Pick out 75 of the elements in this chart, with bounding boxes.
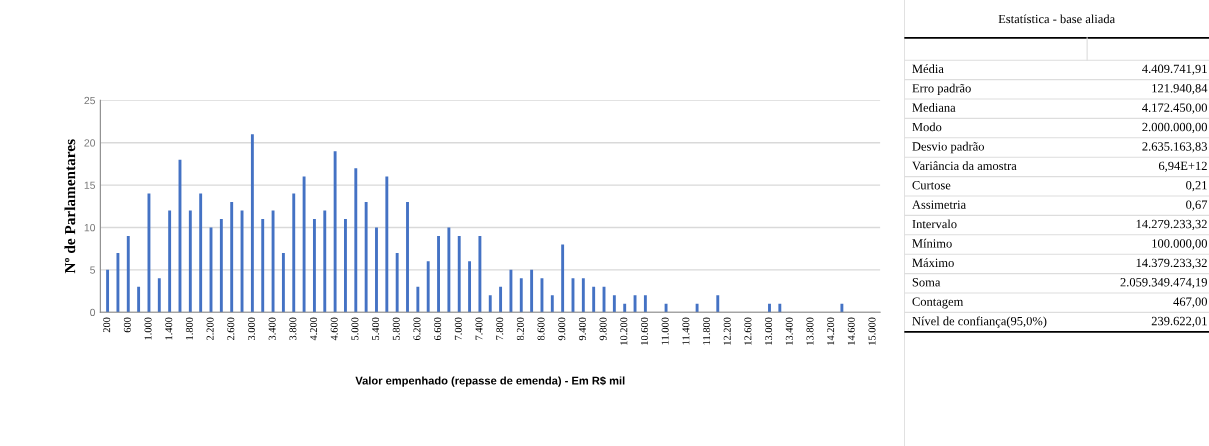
x-tick-label: 10.600 [640,317,649,345]
x-tick-label: 11.800 [703,317,711,345]
x-tick-label: 6.200 [413,317,421,341]
text: 2.635.163,83 [1142,142,1207,153]
category-label: Curtose [912,181,951,190]
x-tick-label: 13.000 [765,317,773,345]
x-tick-label: 8.600 [537,317,545,341]
x-tick-label: 8.200 [516,317,524,341]
x-tick-label: 1.000 [144,317,152,340]
x-tick-label: 11.400 [682,317,690,345]
category-label: Erro padrão [912,83,971,95]
y-tick-label: 15 [84,181,96,189]
x-tick-label: 7.400 [475,317,483,340]
x-tick-label: 2.200 [206,317,214,341]
x-tick-label: 13.400 [785,317,793,345]
category-label: Desvio padrão [912,141,985,154]
x-axis-title: Valor empenhado (repasse de emenda) - Em R$ mil [355,376,625,387]
x-tick-label: 12.600 [744,317,752,345]
text: 14.379.233,32 [1136,258,1207,269]
x-tick-label: 9.400 [578,317,586,341]
x-tick-label: 13.800 [806,317,814,345]
text: 6,94E+12 [1158,161,1207,172]
text: 4.172.450,00 [1142,103,1207,114]
text: Estatística - base aliada [998,14,1115,24]
y-tick-label: 25 [84,96,96,105]
text: 14.279.233,32 [1136,219,1207,231]
category-label: Nível de confiança(95,0%) [912,316,1047,328]
y-tick-label: 5 [90,266,96,274]
x-tick-label: 11.000 [661,317,669,345]
category-label: Máximo [912,258,954,268]
text: 4.409.741,91 [1142,64,1207,75]
text: 0,21 [1186,181,1207,192]
x-tick-label: 5.400 [372,317,380,340]
x-tick-label: 14.200 [827,317,835,345]
category-label: Média [912,64,944,74]
text: 2.059.349.474,19 [1120,278,1207,289]
category-label: Mínimo [912,238,952,248]
x-tick-label: 7.800 [496,317,504,340]
x-tick-label: 3.800 [289,317,297,340]
text: 2.000.000,00 [1142,122,1207,134]
text: 121.940,84 [1152,84,1208,95]
x-tick-label: 5.000 [351,317,359,340]
category-label: Intervalo [912,219,957,229]
x-tick-label: 4.600 [330,317,338,341]
x-tick-label: 9.000 [558,317,566,341]
text: 100.000,00 [1152,239,1207,250]
x-tick-label: 9.800 [599,317,607,341]
x-tick-label: 12.200 [723,317,731,345]
x-tick-label: 2.600 [227,317,235,341]
x-tick-label: 600 [123,317,131,333]
x-tick-label: 15.000 [868,317,876,345]
category-label: Variância da amostra [912,161,1017,171]
x-tick-label: 3.400 [268,317,276,340]
y-tick-label: 20 [84,139,96,147]
y-axis-title: Nº de Parlamentares [64,139,76,274]
category-label: Assimetria [912,200,966,209]
x-tick-label: 4.200 [310,317,318,341]
x-tick-label: 6.600 [434,317,442,341]
x-tick-label: 10.200 [620,317,628,345]
x-tick-label: 5.800 [392,317,400,340]
text: 239.622,01 [1151,316,1207,328]
category-label: Contagem [912,297,964,309]
x-tick-label: 200 [103,317,111,333]
category-label: Modo [912,122,942,132]
text: 0,67 [1186,200,1208,211]
category-label: Mediana [912,103,956,112]
x-tick-label: 1.400 [165,317,173,340]
x-tick-label: 1.800 [185,317,193,340]
x-tick-label: 3.000 [247,317,256,340]
text: 467,00 [1173,297,1207,308]
y-tick-label: 10 [84,223,96,232]
y-tick-label: 0 [90,308,96,317]
x-tick-label: 14.600 [847,317,855,345]
category-label: Soma [912,278,941,287]
x-tick-label: 7.000 [454,317,462,340]
